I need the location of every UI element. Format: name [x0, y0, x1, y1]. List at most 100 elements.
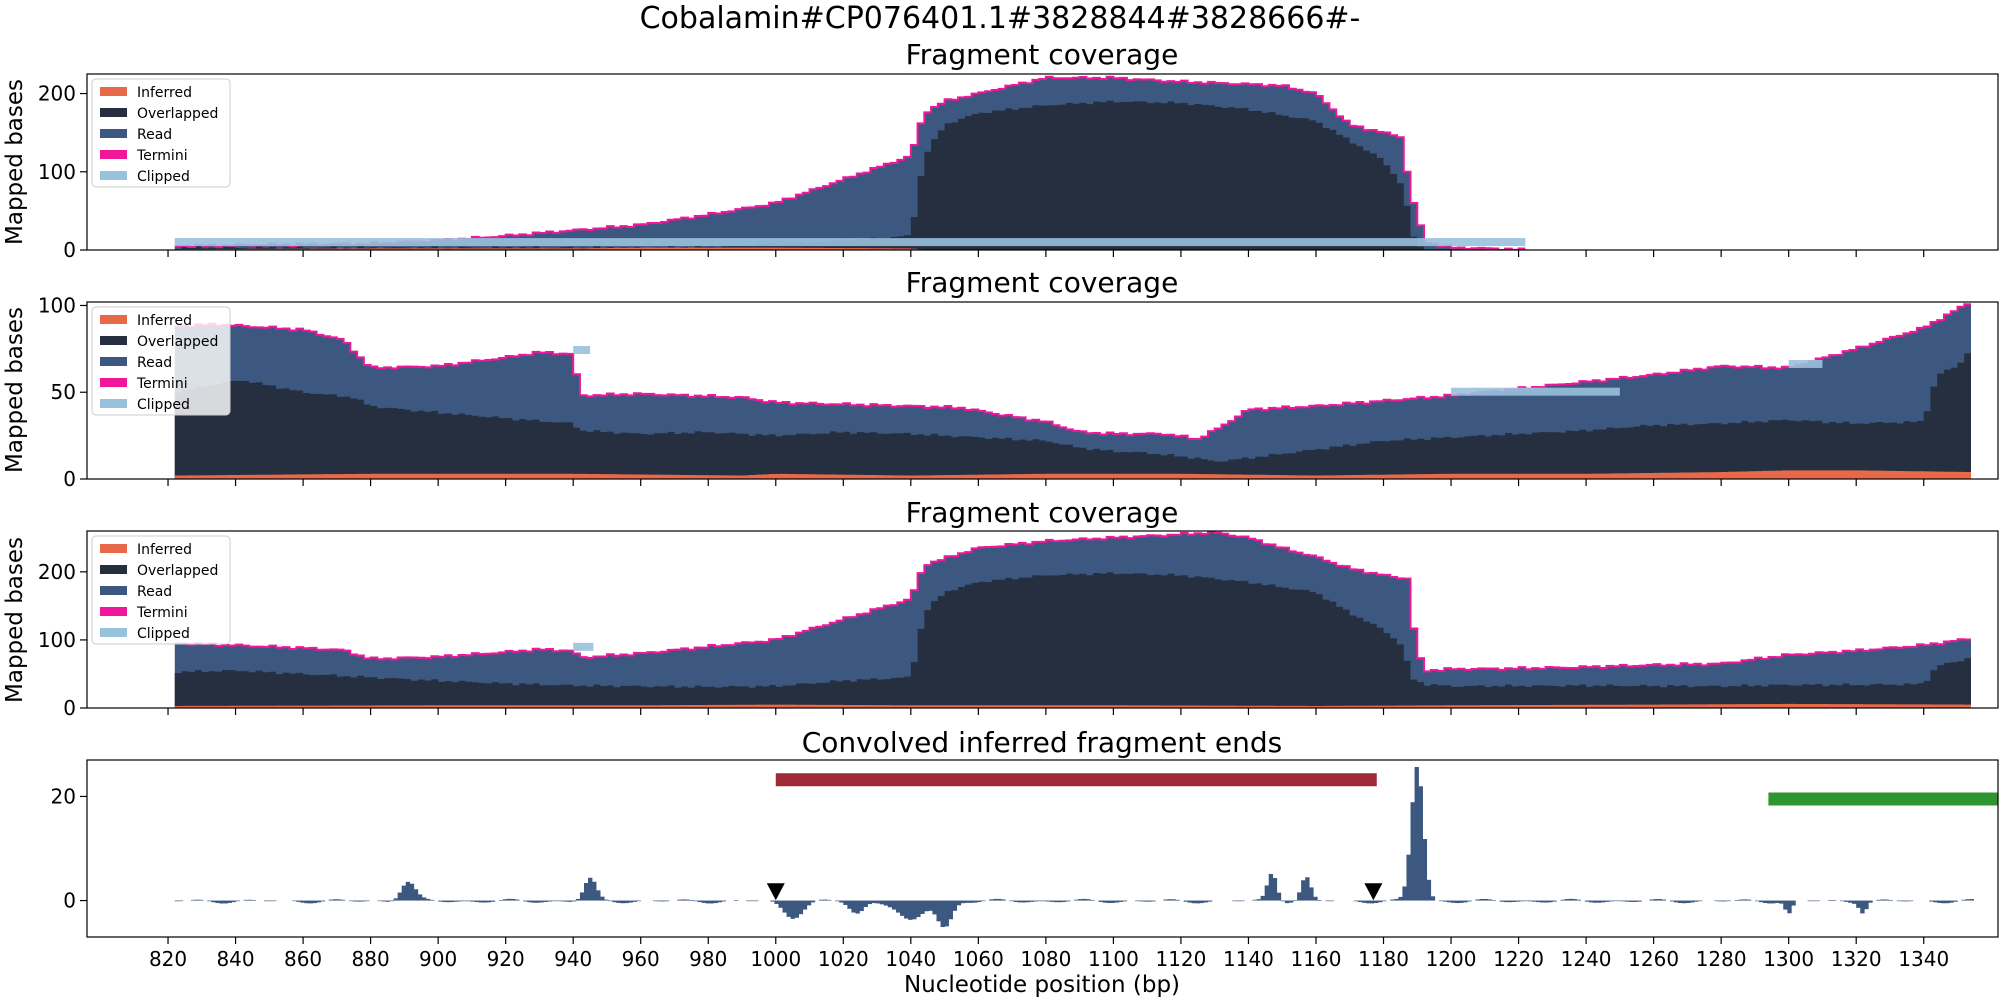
convolved-bar: [1625, 900, 1630, 902]
plot-frame: [86, 759, 1999, 938]
convolved-bar: [1491, 900, 1496, 901]
convolved-bar: [1370, 900, 1375, 904]
convolved-bar: [1058, 900, 1063, 903]
convolved-bar: [267, 900, 273, 902]
convolved-bar: [802, 900, 808, 910]
convolved-bar: [328, 899, 334, 901]
convolved-bar: [904, 900, 909, 919]
convolved-bar: [211, 900, 216, 903]
convolved-bar: [746, 900, 751, 902]
x-tick-label: 1220: [1493, 947, 1544, 971]
panel-3-ylabel: Mapped bases: [2, 537, 28, 703]
x-tick-label: 1260: [1628, 947, 1679, 971]
convolved-bar: [1900, 900, 1906, 902]
x-tick-label: 1240: [1561, 947, 1612, 971]
legend-box: [91, 535, 231, 645]
y-tick-label: 100: [38, 628, 76, 652]
convolved-bar: [620, 900, 625, 904]
x-tick-label: 1200: [1426, 947, 1477, 971]
convolved-bar: [1536, 900, 1541, 903]
convolved-bar: [1714, 900, 1719, 902]
legend-swatch: [100, 607, 127, 616]
convolved-bar: [1568, 898, 1573, 901]
convolved-bar: [1171, 899, 1176, 901]
x-tick-label: 840: [216, 947, 254, 971]
convolved-bar: [1657, 899, 1663, 901]
convolved-bar: [1633, 900, 1638, 902]
convolved-bar: [1398, 896, 1403, 901]
convolved-bar: [823, 899, 828, 901]
convolved-bar: [1945, 900, 1950, 904]
overlapped-area: [174, 572, 1971, 708]
legend-label: Read: [137, 127, 172, 143]
convolved-bar: [697, 900, 702, 902]
convolved-bar: [916, 900, 921, 918]
clipped-area: [1788, 359, 1823, 368]
convolved-bar: [357, 900, 362, 902]
convolved-bar: [835, 900, 840, 902]
convolved-bar: [928, 900, 933, 911]
convolved-bar: [632, 900, 637, 902]
convolved-bar: [960, 900, 966, 904]
convolved-bar: [478, 900, 484, 903]
legend-label: Termini: [136, 605, 188, 621]
convolved-bar: [681, 899, 686, 901]
legend-label: Inferred: [137, 542, 192, 558]
convolved-bar: [863, 900, 868, 908]
convolved-bar: [705, 900, 710, 904]
convolved-bar: [1301, 880, 1306, 901]
convolved-bar: [940, 900, 945, 928]
convolved-bar: [486, 900, 492, 903]
convolved-bar: [624, 900, 629, 904]
panel-3-title: Fragment coverage: [906, 496, 1179, 529]
convolved-bar: [1357, 900, 1363, 903]
convolved-bar: [952, 900, 958, 911]
convolved-bar: [482, 900, 488, 903]
convolved-bar: [839, 900, 844, 903]
plot-area: [174, 767, 1998, 928]
convolved-bar: [1232, 900, 1237, 902]
convolved-bar: [1163, 899, 1168, 901]
convolved-bar: [656, 900, 662, 902]
x-tick-label: 980: [689, 947, 727, 971]
panel-1-title: Fragment coverage: [906, 38, 1179, 71]
convolved-bar: [243, 899, 249, 901]
convolved-bar: [1613, 900, 1618, 902]
convolved-bar: [527, 900, 532, 903]
convolved-bar: [308, 900, 313, 904]
convolved-bar: [875, 900, 881, 904]
convolved-bar: [543, 900, 548, 902]
clipped-area: [573, 346, 591, 355]
convolved-bar: [1025, 900, 1030, 903]
convolved-bar: [1742, 899, 1748, 901]
convolved-bar: [1791, 900, 1796, 906]
convolved-bar: [215, 900, 220, 904]
convolved-bar: [972, 900, 978, 903]
convolved-bar: [1734, 900, 1739, 901]
convolved-bar: [1037, 900, 1043, 902]
convolved-bar: [798, 900, 804, 915]
convolved-bar: [559, 900, 565, 902]
convolved-bar: [1933, 900, 1938, 903]
convolved-bar: [1807, 900, 1812, 902]
convolved-bar: [964, 900, 970, 903]
convolved-bar: [1758, 900, 1764, 903]
convolved-bar: [446, 900, 451, 903]
x-tick-label: 1320: [1831, 947, 1882, 971]
legend-label: Clipped: [137, 626, 190, 642]
convolved-bar: [859, 900, 864, 912]
convolved-bar: [891, 900, 897, 910]
convolved-bar: [304, 900, 309, 904]
convolved-bar: [547, 900, 552, 902]
convolved-bar: [1442, 900, 1448, 902]
convolved-bar: [1017, 900, 1022, 903]
convolved-bar: [1941, 900, 1946, 904]
clipped-area: [573, 642, 594, 651]
legend-label: Termini: [136, 148, 188, 164]
panel-2-title: Fragment coverage: [906, 266, 1179, 299]
convolved-bar: [1617, 900, 1622, 902]
convolved-bar: [190, 899, 196, 901]
convolved-bar: [470, 900, 475, 902]
legend-label: Read: [137, 584, 172, 600]
convolved-bar: [887, 900, 893, 908]
